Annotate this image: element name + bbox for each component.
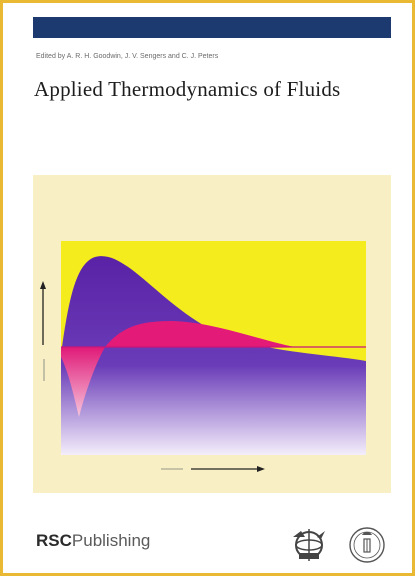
publisher-name-rest: Publishing <box>71 531 151 550</box>
cover-illustration <box>40 241 366 472</box>
editors-line: Edited by A. R. H. Goodwin, J. V. Senger… <box>36 53 219 60</box>
publisher-logo: RSCPublishing <box>36 531 150 551</box>
top-color-bar <box>33 17 391 38</box>
emblem-logos <box>293 527 385 563</box>
magenta-spike <box>61 347 105 417</box>
y-axis-arrowhead <box>40 281 46 289</box>
magenta-lobe <box>105 321 295 347</box>
circular-seal-icon <box>349 527 385 563</box>
globe-emblem-icon <box>293 529 325 561</box>
purple-curve <box>61 256 366 455</box>
x-axis-arrowhead <box>257 466 265 472</box>
publisher-name-bold: RSC <box>36 531 72 550</box>
book-title: Applied Thermodynamics of Fluids <box>34 77 341 101</box>
